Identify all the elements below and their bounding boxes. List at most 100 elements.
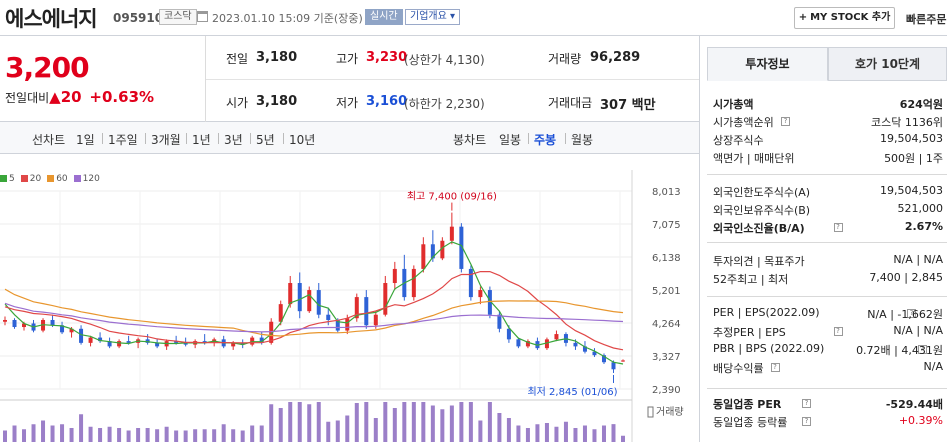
help-icon[interactable]: ? xyxy=(907,309,916,318)
prev-close-label: 전일 xyxy=(226,52,249,66)
candle-body xyxy=(69,328,74,333)
candle-body xyxy=(326,314,331,320)
volume-bar xyxy=(107,426,112,442)
tab-period-0[interactable]: 1일 xyxy=(76,133,95,147)
tab-candle-0[interactable]: 일봉 xyxy=(499,133,522,147)
volume-bar xyxy=(212,429,217,442)
tab-investment-info[interactable]: 투자정보 xyxy=(707,47,828,81)
right-panel xyxy=(699,36,947,442)
candle-body xyxy=(373,314,378,326)
ma-legend: 5 20 60 120 xyxy=(0,174,106,184)
current-price: 3,200 xyxy=(5,51,90,84)
candle-body xyxy=(316,290,321,315)
legend-swatch xyxy=(20,175,28,182)
info-row: 시가총액 624억원 xyxy=(713,96,943,112)
volume-bar xyxy=(383,402,388,442)
volume-bar xyxy=(60,424,65,442)
plus-icon: + xyxy=(798,12,808,23)
divider xyxy=(707,296,947,297)
candle-body xyxy=(231,342,236,347)
company-name: 에스에너지 xyxy=(5,7,98,31)
legend-item: 60 xyxy=(47,174,68,184)
volume-bar xyxy=(126,430,131,442)
info-value: 624억원 xyxy=(899,98,943,111)
candle-body xyxy=(307,290,312,312)
volume-bar xyxy=(3,430,7,442)
info-label: 시가총액 xyxy=(713,98,754,111)
high-value: 3,230 xyxy=(366,50,408,65)
candle-body xyxy=(516,339,521,347)
tab-candle-2[interactable]: 월봉 xyxy=(571,133,594,147)
tab-period-3[interactable]: 1년 xyxy=(192,133,211,147)
info-label: 액면가 | 매매단위 xyxy=(713,152,795,165)
info-label: 외국인보유주식수(B) xyxy=(713,204,811,217)
help-icon[interactable]: ? xyxy=(781,117,790,126)
candle-body xyxy=(430,244,435,259)
low-value: 3,160 xyxy=(366,94,408,109)
info-label: 동일업종 등락률 xyxy=(713,416,788,429)
volume-bar xyxy=(592,429,597,442)
candle-body xyxy=(79,328,84,343)
volume-bar xyxy=(544,423,549,442)
up-arrow-icon: ▲ xyxy=(49,88,61,106)
help-icon[interactable]: ? xyxy=(833,223,843,232)
volume-bar xyxy=(98,428,103,442)
volume-bar xyxy=(440,409,445,442)
help-icon[interactable]: ? xyxy=(770,363,780,372)
divider xyxy=(707,388,947,389)
tab-orderbook[interactable]: 호가 10단계 xyxy=(828,47,947,81)
candle-body xyxy=(12,319,17,328)
candle-body xyxy=(278,304,283,322)
volume-bar xyxy=(506,418,511,442)
volume-value: 96,289 xyxy=(590,50,641,65)
divider xyxy=(528,133,529,144)
ma-line-60 xyxy=(4,288,624,337)
tab-period-5[interactable]: 5년 xyxy=(256,133,275,147)
low-label: 저가 xyxy=(336,96,359,110)
candle-body xyxy=(155,342,160,347)
volume-bar xyxy=(497,413,502,442)
market-tag: 코스닥 xyxy=(159,9,197,25)
quick-order-link[interactable]: 빠른주문 xyxy=(906,13,947,26)
price-panel xyxy=(0,36,699,122)
volume-bar xyxy=(240,430,245,442)
ma-line-120 xyxy=(4,302,624,333)
change-percent: +0.63% xyxy=(89,88,155,106)
info-row: 액면가 | 매매단위 500원 | 1주 xyxy=(713,150,943,166)
divider xyxy=(707,174,947,175)
volume-bar xyxy=(50,425,55,442)
candle-body xyxy=(421,244,426,269)
my-stock-add-button[interactable]: + MY STOCK 추가 xyxy=(794,7,895,29)
volume-bar xyxy=(31,424,36,442)
volume-bar xyxy=(88,426,93,442)
tab-period-1[interactable]: 1주일 xyxy=(108,133,138,147)
tab-candle-1[interactable]: 주봉 xyxy=(534,133,557,147)
candle-body xyxy=(392,268,397,284)
volume-bar xyxy=(250,425,255,442)
open-value: 3,180 xyxy=(256,94,298,109)
y-tick-label: 2,390 xyxy=(652,385,681,396)
tab-period-2[interactable]: 3개월 xyxy=(151,133,181,147)
prev-close-value: 3,180 xyxy=(256,50,298,65)
tab-period-6[interactable]: 10년 xyxy=(289,133,316,147)
candle-body xyxy=(183,342,188,345)
price-chart[interactable]: 8,013 7,075 6,138 5,201 4,264 3,327 2,390 최고 7,… xyxy=(0,160,699,442)
company-overview-dropdown[interactable]: 기업개요 ▾ xyxy=(405,9,460,25)
legend-label: 120 xyxy=(82,174,100,184)
help-icon[interactable]: ? xyxy=(802,399,811,408)
info-row: 외국인소진율(B/A)? 2.67% xyxy=(713,220,943,236)
help-icon[interactable]: ? xyxy=(917,345,927,354)
candle-body xyxy=(126,341,131,343)
realtime-button[interactable]: 실시간 xyxy=(365,9,403,25)
volume-bar xyxy=(307,404,312,442)
legend-label: 20 xyxy=(29,174,42,184)
help-icon[interactable]: ? xyxy=(833,327,843,336)
legend-item: 5 xyxy=(0,174,15,184)
volume-bar xyxy=(601,425,606,442)
tab-period-4[interactable]: 3년 xyxy=(224,133,243,147)
volume-bar xyxy=(373,418,378,442)
help-icon[interactable]: ? xyxy=(802,417,811,426)
divider xyxy=(283,133,284,144)
quote-datetime: 2023.01.10 15:09 기준(장중) xyxy=(212,12,363,25)
volume-bar xyxy=(525,428,530,442)
